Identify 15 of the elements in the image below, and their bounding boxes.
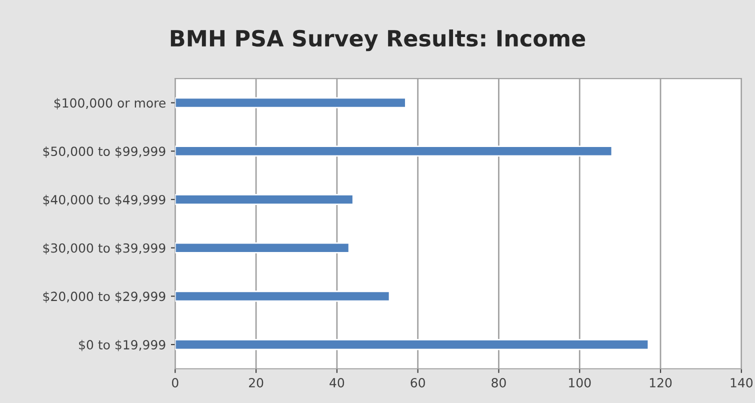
x-tick-label: 120 [650,378,672,388]
x-tick-label: 40 [330,378,344,388]
x-tick-label: 80 [492,378,506,388]
y-tick-label: $50,000 to $99,999 [43,146,166,158]
y-tick-label: $20,000 to $29,999 [43,291,166,303]
y-tick-label: $30,000 to $39,999 [43,243,166,254]
y-tick-label: $0 to $19,999 [79,340,166,352]
y-tick-label: $40,000 to $49,999 [43,194,166,206]
x-tick-label: 0 [172,378,178,388]
x-tick-label: 100 [569,378,591,388]
x-tick-label: 20 [249,378,264,388]
y-tick-label: $100,000 or more [54,98,166,110]
chart-title: BMH PSA Survey Results: Income [170,29,586,52]
x-tick-label: 60 [410,378,425,388]
x-tick-label: 140 [730,378,753,388]
